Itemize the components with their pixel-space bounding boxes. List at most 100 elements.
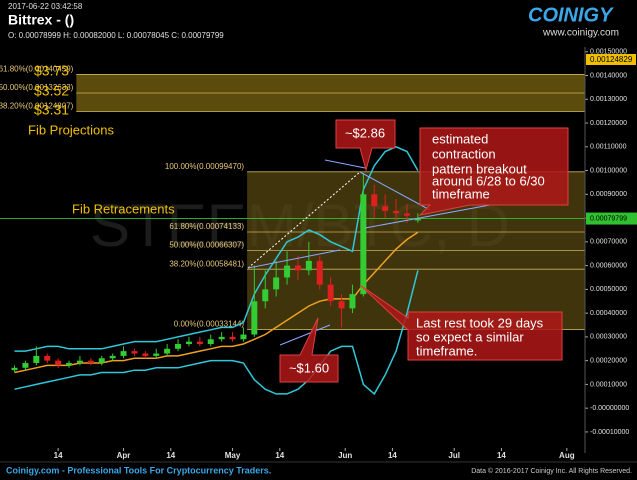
- candle-body: [164, 348, 171, 354]
- indicator-line: [14, 145, 419, 352]
- candle-body: [338, 301, 345, 309]
- candle-body: [175, 344, 182, 349]
- candle-body: [66, 363, 73, 366]
- trend-line: [324, 159, 366, 169]
- fib-label: 100.00%(0.00099470): [165, 162, 245, 171]
- candle-body: [44, 355, 51, 361]
- annotation-title: Fib Projections: [28, 122, 114, 137]
- y-tick-label: 0.00110000: [590, 144, 627, 151]
- projection-price: $3.31: [34, 102, 69, 118]
- y-tick-label: 0.00020000: [590, 357, 627, 364]
- price-box-label: 0.00124829: [590, 55, 633, 64]
- candle-body: [262, 289, 269, 302]
- candle-body: [251, 301, 258, 335]
- x-tick-label: May: [225, 451, 241, 460]
- fib-label: 50.00%(0.00066307): [169, 241, 244, 250]
- logo: COINIGY: [528, 4, 614, 26]
- candle-body: [142, 353, 149, 356]
- fib-label: 0.00%(0.00033144): [174, 320, 245, 329]
- callout-box: [359, 284, 563, 361]
- annotation-title: Fib Retracements: [72, 201, 175, 216]
- projection-price: $3.73: [34, 63, 69, 79]
- annotation: pattern breakout: [432, 161, 527, 176]
- ohlc: O: 0.00078999 H: 0.00082000 L: 0.0007804…: [8, 31, 224, 40]
- candle-body: [33, 355, 40, 364]
- candle-body: [371, 194, 378, 207]
- candle-body: [327, 284, 334, 302]
- callout-box: [335, 119, 396, 172]
- x-tick-label: 14: [497, 451, 506, 460]
- footer-left: Coinigy.com - Professional Tools For Cry…: [6, 465, 271, 475]
- candle-body: [109, 355, 116, 359]
- annotation: estimated: [432, 131, 488, 146]
- candle-body: [414, 218, 421, 221]
- axis-layer: 0.00150000 0.00140000 0.00130000 0.00120000…: [54, 47, 637, 460]
- callout-box: [418, 127, 569, 216]
- candle-body: [229, 336, 236, 340]
- y-tick-label: 0.00120000: [590, 120, 627, 127]
- annotation: ~$2.86: [345, 125, 385, 140]
- y-tick-label: 0.00030000: [590, 334, 627, 341]
- y-tick-label: 0.00050000: [590, 286, 627, 293]
- fib-label: 161.80%(0.00140459): [0, 65, 74, 74]
- timestamp: 2017-06-22 03:42:58: [8, 2, 83, 11]
- candle-body: [305, 260, 312, 271]
- candle-body: [360, 194, 367, 295]
- candle-body: [403, 213, 410, 216]
- last-price-label: 0.00079799: [590, 215, 627, 222]
- y-tick-label: -0.00000000: [590, 405, 629, 412]
- x-tick-label: 14: [166, 451, 175, 460]
- fib-label: 38.20%(0.00058481): [169, 259, 244, 268]
- fib-label: 138.20%(0.00124807): [0, 102, 74, 111]
- candle-body: [218, 336, 225, 340]
- candle-body: [240, 334, 247, 340]
- candle-body: [120, 351, 127, 356]
- candle-body: [87, 360, 94, 364]
- annotation: ~$1.60: [289, 360, 329, 375]
- x-tick-label: 14: [275, 451, 284, 460]
- y-tick-label: 0.00150000: [590, 49, 627, 56]
- trend-lines: [247, 159, 491, 346]
- candle-body: [22, 363, 29, 368]
- fib-label: 150.00%(0.00132633): [0, 83, 74, 92]
- trend-line: [279, 324, 331, 346]
- annotation: timeframe.: [416, 343, 477, 358]
- fib-label: 61.80%(0.00074133): [169, 222, 244, 231]
- trend-line: [364, 204, 491, 229]
- annotation: around 6/28 to 6/30: [432, 173, 545, 188]
- y-tick-label: -0.00010000: [590, 429, 629, 436]
- website: www.coinigy.com: [542, 28, 619, 39]
- x-tick-label: Jul: [448, 451, 460, 460]
- candle-body: [196, 341, 203, 345]
- candle-body: [98, 358, 105, 364]
- candle-body: [284, 265, 291, 278]
- candle-body: [393, 210, 400, 214]
- candle-body: [382, 206, 389, 211]
- candle-body: [185, 341, 192, 345]
- x-tick-label: 14: [54, 451, 63, 460]
- callout-box: [279, 317, 339, 383]
- trend-line: [247, 249, 341, 269]
- y-tick-label: 0.00010000: [590, 381, 627, 388]
- y-tick-label: 0.00140000: [590, 72, 627, 79]
- annotation: contraction: [432, 146, 496, 161]
- candle-body: [316, 260, 323, 285]
- trend-line: [247, 171, 361, 269]
- y-tick-label: 0.00100000: [590, 167, 627, 174]
- trend-line: [359, 171, 431, 211]
- candle-body: [153, 353, 160, 356]
- market-title: Bittrex - (): [8, 12, 74, 28]
- y-tick-label: 0.00040000: [590, 310, 627, 317]
- candle-body: [131, 351, 138, 354]
- last-price-box: [586, 212, 637, 225]
- candle-body: [273, 277, 280, 290]
- candle-body: [76, 360, 83, 364]
- price-box: [586, 54, 636, 65]
- x-tick-label: Apr: [117, 451, 131, 460]
- annotation-boxes: [279, 119, 569, 383]
- y-tick-label: 0.00130000: [590, 96, 627, 103]
- annotation: Last rest took 29 days: [416, 315, 544, 330]
- candle-body: [294, 265, 301, 271]
- y-tick-label: 0.00090000: [590, 191, 627, 198]
